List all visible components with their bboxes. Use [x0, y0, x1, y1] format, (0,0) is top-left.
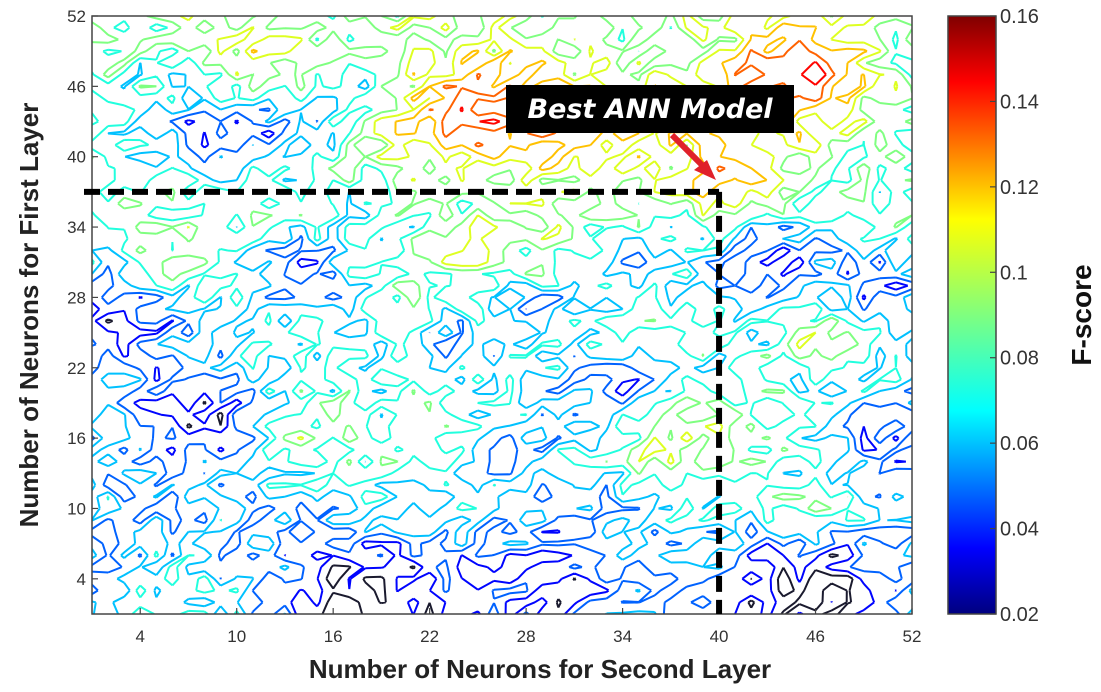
contour-level [92, 119, 909, 614]
plot-frame [91, 15, 913, 615]
colorbar-tick-label: 0.1 [1000, 262, 1028, 284]
annotation-box [506, 85, 794, 133]
y-tick-label: 40 [67, 148, 86, 167]
colorbar [947, 15, 997, 615]
x-tick-label: 22 [420, 627, 439, 646]
contour-level [92, 16, 912, 614]
colorbar-tick-label: 0.16 [1000, 6, 1039, 28]
contour-level [179, 16, 899, 465]
y-tick-label: 10 [67, 499, 86, 518]
y-tick-label: 52 [67, 7, 86, 26]
x-tick-label: 52 [903, 627, 922, 646]
x-tick-label: 46 [806, 627, 825, 646]
y-tick-label: 28 [67, 288, 86, 307]
colorbar-tick-label: 0.14 [1000, 91, 1039, 113]
x-tick-label: 10 [227, 627, 246, 646]
x-tick-label: 34 [613, 627, 632, 646]
y-tick-label: 16 [67, 429, 86, 448]
contour-level [104, 318, 854, 614]
colorbar-title: F-score [1066, 264, 1097, 365]
y-tick-label: 22 [67, 359, 86, 378]
x-tick-label: 16 [324, 627, 343, 646]
y-axis: 4 10 16 22 28 34 40 46 52 [67, 7, 98, 589]
contour-level [92, 16, 912, 513]
colorbar-tick-label: 0.08 [1000, 348, 1039, 370]
y-axis-title: Number of Neurons for First Layer [14, 103, 44, 528]
x-tick-label: 40 [710, 627, 729, 646]
y-tick-label: 4 [77, 570, 86, 589]
colorbar-tick-label: 0.06 [1000, 433, 1039, 455]
x-axis-title: Number of Neurons for Second Layer [309, 654, 771, 684]
annotation-label: Best ANN Model [527, 94, 773, 125]
x-tick-label: 28 [517, 627, 536, 646]
y-tick-label: 34 [67, 218, 86, 237]
colorbar-tick-label: 0.02 [1000, 604, 1039, 626]
contour-level [92, 107, 912, 614]
x-tick-label: 4 [136, 627, 145, 646]
x-axis: 4 10 16 22 28 34 40 46 52 [136, 608, 922, 646]
annotation-arrow-head [694, 160, 716, 180]
annotation-arrow-shaft [669, 132, 708, 171]
contour-level [92, 61, 912, 614]
colorbar-tick-label: 0.12 [1000, 177, 1039, 199]
contour-lines [92, 16, 912, 614]
colorbar-ticks: 0.02 0.04 0.06 0.08 0.1 0.12 0.14 0.16 [990, 6, 1039, 626]
colorbar-tick-label: 0.04 [1000, 519, 1039, 541]
y-tick-label: 46 [67, 77, 86, 96]
